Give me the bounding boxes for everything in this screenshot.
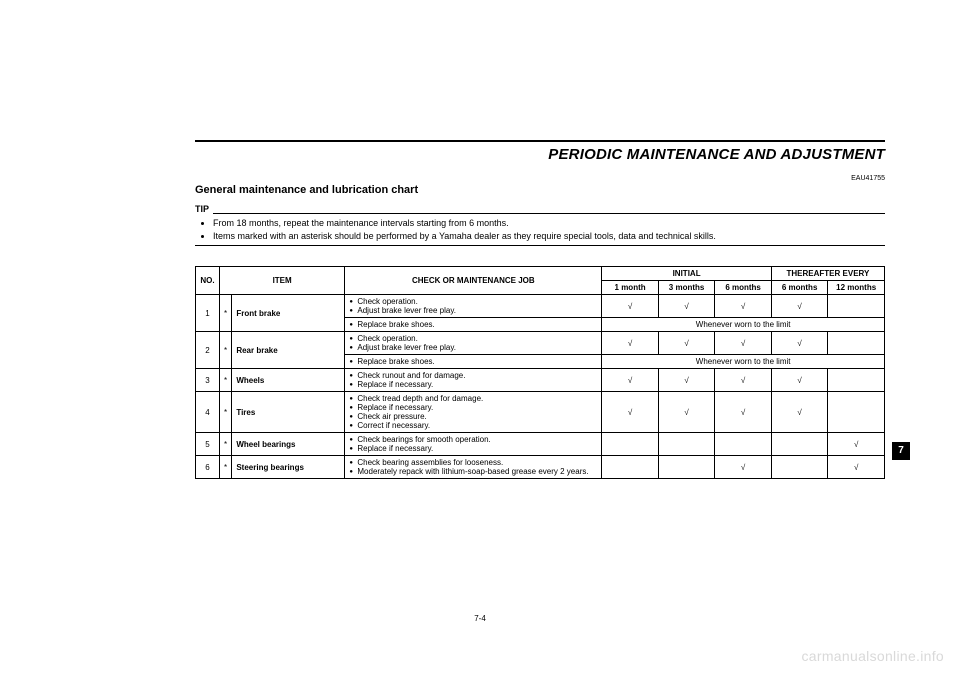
chapter-tab: 7 (892, 442, 910, 460)
top-rule (195, 140, 885, 142)
table-row: 3*WheelsCheck runout and for damage.Repl… (196, 369, 885, 392)
tip-item: From 18 months, repeat the maintenance i… (213, 217, 885, 229)
cell-asterisk: * (219, 456, 231, 479)
cell-interval (658, 433, 715, 456)
cell-job: Check tread depth and for damage.Replace… (345, 392, 602, 433)
cell-interval (602, 456, 659, 479)
cell-no: 1 (196, 295, 220, 332)
cell-interval (715, 433, 772, 456)
cell-job: Check bearing assemblies for looseness.M… (345, 456, 602, 479)
cell-job: Check operation.Adjust brake lever free … (345, 295, 602, 318)
tip-rule-bottom (195, 245, 885, 246)
cell-interval: √ (602, 369, 659, 392)
cell-worn-note: Whenever worn to the limit (602, 318, 885, 332)
cell-asterisk: * (219, 369, 231, 392)
cell-interval: √ (828, 433, 885, 456)
cell-job: Replace brake shoes. (345, 355, 602, 369)
cell-interval (771, 456, 828, 479)
th-no: NO. (196, 267, 220, 295)
cell-interval (771, 433, 828, 456)
tip-list: From 18 months, repeat the maintenance i… (195, 217, 885, 242)
cell-item: Front brake (232, 295, 345, 332)
cell-no: 2 (196, 332, 220, 369)
cell-worn-note: Whenever worn to the limit (602, 355, 885, 369)
th-thereafter: THEREAFTER EVERY (771, 267, 884, 281)
cell-item: Steering bearings (232, 456, 345, 479)
cell-asterisk: * (219, 332, 231, 369)
table-row: 4*TiresCheck tread depth and for damage.… (196, 392, 885, 433)
cell-item: Tires (232, 392, 345, 433)
cell-interval: √ (602, 295, 659, 318)
cell-interval (828, 332, 885, 355)
table-row: 5*Wheel bearingsCheck bearings for smoot… (196, 433, 885, 456)
cell-job: Check bearings for smooth operation.Repl… (345, 433, 602, 456)
doc-code: EAU41755 (195, 175, 885, 182)
cell-asterisk: * (219, 295, 231, 332)
tip-rule-top (213, 213, 885, 214)
cell-no: 4 (196, 392, 220, 433)
th-job: CHECK OR MAINTENANCE JOB (345, 267, 602, 295)
cell-job: Check operation.Adjust brake lever free … (345, 332, 602, 355)
th-6mo: 6 months (715, 281, 772, 295)
table-row: 2*Rear brakeCheck operation.Adjust brake… (196, 332, 885, 355)
section-title: PERIODIC MAINTENANCE AND ADJUSTMENT (195, 146, 885, 163)
watermark: carmanualsonline.info (802, 648, 945, 664)
cell-interval: √ (658, 392, 715, 433)
cell-interval: √ (771, 392, 828, 433)
maintenance-table: NO. ITEM CHECK OR MAINTENANCE JOB INITIA… (195, 266, 885, 479)
cell-interval: √ (658, 332, 715, 355)
cell-item: Wheels (232, 369, 345, 392)
cell-interval: √ (828, 456, 885, 479)
cell-interval (658, 456, 715, 479)
cell-no: 3 (196, 369, 220, 392)
cell-job: Replace brake shoes. (345, 318, 602, 332)
cell-interval (828, 369, 885, 392)
th-1mo: 1 month (602, 281, 659, 295)
cell-interval: √ (715, 369, 772, 392)
cell-asterisk: * (219, 433, 231, 456)
cell-interval: √ (715, 332, 772, 355)
cell-no: 6 (196, 456, 220, 479)
table-row: 6*Steering bearingsCheck bearing assembl… (196, 456, 885, 479)
cell-interval (828, 392, 885, 433)
cell-item: Rear brake (232, 332, 345, 369)
subsection-title: General maintenance and lubrication char… (195, 184, 885, 196)
tip-item: Items marked with an asterisk should be … (213, 230, 885, 242)
cell-interval: √ (602, 392, 659, 433)
cell-no: 5 (196, 433, 220, 456)
tip-label: TIP (195, 204, 213, 214)
cell-interval: √ (658, 295, 715, 318)
th-12mo: 12 months (828, 281, 885, 295)
cell-interval: √ (715, 295, 772, 318)
page-number: 7-4 (0, 614, 960, 623)
th-item: ITEM (219, 267, 345, 295)
cell-interval: √ (602, 332, 659, 355)
cell-interval: √ (715, 392, 772, 433)
th-3mo: 3 months (658, 281, 715, 295)
cell-job: Check runout and for damage.Replace if n… (345, 369, 602, 392)
cell-interval (828, 295, 885, 318)
cell-asterisk: * (219, 392, 231, 433)
cell-interval (602, 433, 659, 456)
cell-interval: √ (658, 369, 715, 392)
cell-item: Wheel bearings (232, 433, 345, 456)
page-content: PERIODIC MAINTENANCE AND ADJUSTMENT EAU4… (195, 140, 885, 479)
tip-block: TIP From 18 months, repeat the maintenan… (195, 204, 885, 246)
table-row: 1*Front brakeCheck operation.Adjust brak… (196, 295, 885, 318)
cell-interval: √ (771, 369, 828, 392)
th-initial: INITIAL (602, 267, 772, 281)
cell-interval: √ (771, 295, 828, 318)
cell-interval: √ (771, 332, 828, 355)
th-6mo2: 6 months (771, 281, 828, 295)
cell-interval: √ (715, 456, 772, 479)
